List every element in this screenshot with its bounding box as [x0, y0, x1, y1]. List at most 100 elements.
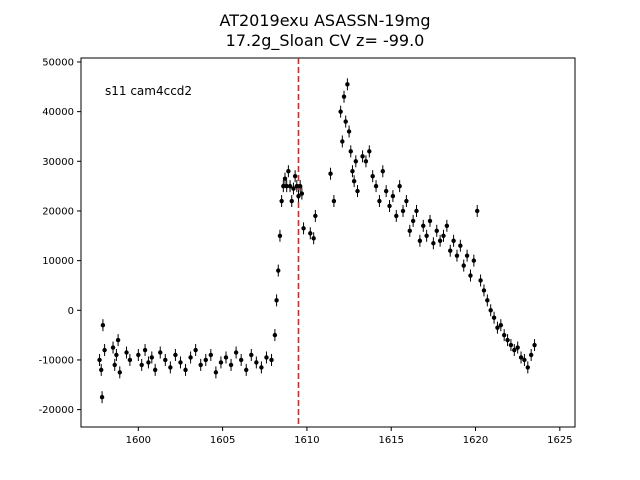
- y-tick-label: 10000: [42, 256, 74, 267]
- data-point: [173, 352, 178, 358]
- data-point: [127, 357, 133, 363]
- data-point: [485, 298, 490, 303]
- data-point: [424, 233, 429, 238]
- data-point: [532, 342, 537, 348]
- data-point: [274, 298, 279, 303]
- data-point: [163, 357, 168, 363]
- x-tick-label: 1610: [294, 435, 319, 446]
- data-point: [475, 208, 480, 214]
- data-point: [451, 238, 456, 243]
- data-point: [441, 233, 446, 238]
- data-point: [515, 345, 520, 350]
- data-point: [297, 183, 303, 189]
- data-point: [100, 322, 106, 328]
- data-point: [505, 337, 510, 343]
- data-point: [281, 183, 286, 189]
- x-tick-label: 1605: [210, 435, 235, 446]
- data-points: [97, 78, 537, 404]
- data-point: [400, 208, 406, 214]
- data-point: [348, 149, 353, 154]
- data-point: [254, 360, 259, 365]
- data-point: [434, 228, 439, 234]
- y-axis: -20000 -10000 0 10000 20000 30000 40000 50000: [39, 57, 81, 416]
- data-point: [454, 253, 460, 258]
- y-tick-label: -10000: [39, 355, 74, 366]
- data-point: [188, 355, 193, 360]
- data-point: [249, 352, 254, 358]
- x-tick-label: 1620: [463, 435, 488, 446]
- data-point: [528, 352, 534, 358]
- data-point: [331, 198, 337, 204]
- data-point: [168, 365, 173, 370]
- data-point: [233, 350, 239, 355]
- data-point: [272, 332, 278, 338]
- data-point: [468, 273, 473, 278]
- data-point: [139, 362, 144, 368]
- data-point: [518, 355, 524, 360]
- data-point: [136, 352, 141, 358]
- data-point: [112, 362, 117, 368]
- data-point: [99, 395, 105, 400]
- data-point: [407, 228, 412, 234]
- data-point: [277, 233, 283, 238]
- x-tick-label: 1600: [126, 435, 151, 446]
- data-point: [124, 350, 129, 355]
- data-point: [292, 173, 298, 179]
- data-point: [414, 208, 419, 214]
- data-point: [363, 159, 369, 164]
- data-point: [296, 193, 301, 199]
- data-point: [461, 263, 466, 268]
- data-point: [508, 342, 514, 348]
- data-point: [99, 367, 104, 373]
- data-point: [355, 188, 360, 194]
- data-point: [244, 367, 249, 373]
- data-point: [289, 198, 294, 204]
- data-point: [444, 223, 450, 229]
- data-point: [488, 308, 493, 313]
- data-point: [427, 218, 433, 224]
- data-point: [448, 248, 453, 253]
- data-point: [373, 183, 379, 189]
- data-point: [512, 347, 517, 353]
- data-point: [410, 218, 416, 224]
- data-point: [223, 355, 229, 360]
- data-point: [203, 357, 208, 363]
- data-point: [269, 357, 274, 363]
- data-point: [390, 193, 396, 199]
- data-point: [238, 357, 244, 363]
- data-point: [146, 360, 151, 365]
- data-point: [380, 169, 385, 174]
- data-point: [431, 241, 436, 246]
- y-tick-label: -20000: [39, 405, 74, 416]
- data-point: [346, 129, 352, 134]
- data-point: [264, 355, 269, 360]
- data-point: [328, 171, 333, 176]
- data-point: [291, 186, 296, 191]
- data-point: [522, 357, 527, 363]
- data-point: [501, 332, 507, 338]
- chart-title-line-1: AT2019exu ASASSN-19mg: [220, 11, 431, 30]
- x-tick-label: 1615: [378, 435, 403, 446]
- data-point: [97, 357, 102, 363]
- data-point: [259, 365, 264, 370]
- data-point: [343, 119, 348, 124]
- data-point: [313, 213, 318, 219]
- data-point: [287, 183, 293, 189]
- data-point: [308, 231, 313, 236]
- data-point: [370, 173, 375, 179]
- data-point: [276, 268, 281, 273]
- data-point: [115, 337, 121, 343]
- y-tick-label: 20000: [42, 206, 74, 217]
- data-point: [478, 278, 483, 283]
- data-point: [383, 188, 389, 194]
- data-point: [471, 258, 477, 263]
- chart-title-line-2: 17.2g_Sloan CV z= -99.0: [226, 31, 425, 51]
- data-point: [464, 253, 470, 258]
- data-point: [495, 325, 500, 330]
- data-point: [387, 203, 392, 209]
- data-point: [110, 345, 116, 350]
- data-point: [404, 198, 409, 204]
- data-point: [114, 352, 119, 358]
- y-tick-label: 40000: [42, 107, 74, 118]
